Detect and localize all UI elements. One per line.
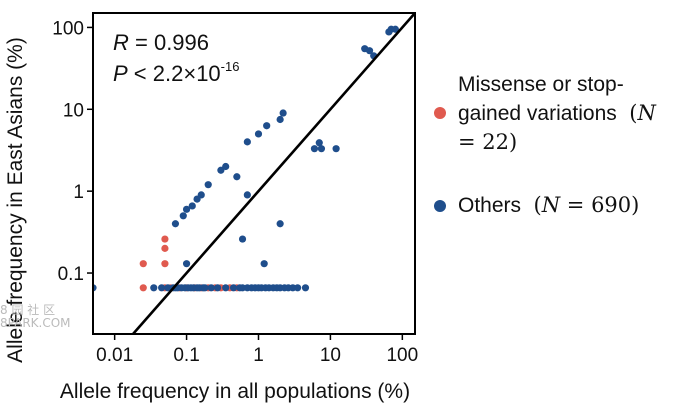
identity-line <box>132 13 415 334</box>
others-point <box>254 130 263 138</box>
others-point <box>213 284 222 292</box>
missense-point <box>161 244 169 252</box>
legend-marker-missense <box>434 107 446 119</box>
others-point <box>260 260 268 268</box>
legend-marker-others <box>434 200 446 212</box>
legend: Missense or stop-gained variations (N = … <box>430 70 670 270</box>
others-point <box>201 284 209 292</box>
x-tick-label: 10 <box>320 345 341 366</box>
others-point <box>233 173 241 181</box>
others-point <box>222 284 230 292</box>
others-point <box>188 202 196 210</box>
y-tick-label: 100 <box>52 18 84 39</box>
x-tick-label: 1 <box>253 345 264 366</box>
others-point <box>276 220 284 228</box>
others-point <box>222 162 230 171</box>
others-point <box>315 139 323 147</box>
legend-n-missense: N = 22 <box>458 101 656 154</box>
others-point <box>365 47 374 55</box>
plot-area: 0.01 0.1 1 10 100 0.1 1 10 100 R = 0.996 P < 2.2×1… <box>52 12 418 366</box>
others-point <box>276 115 284 124</box>
others-point <box>150 284 158 292</box>
missense-point <box>161 260 169 268</box>
others-point <box>279 109 287 117</box>
others-point <box>229 284 238 292</box>
x-axis-title: Allele frequency in all populations (%) <box>60 380 410 403</box>
watermark-line2: 8PARK.COM <box>0 316 71 330</box>
others-point <box>204 181 212 189</box>
plot-frame <box>92 12 416 335</box>
missense-point <box>139 284 147 292</box>
others-point <box>301 284 310 292</box>
r-value-annotation: R = 0.996 <box>113 30 209 55</box>
others-point <box>332 145 340 153</box>
y-axis-title: Allele frequency in East Asians (%) <box>4 37 27 363</box>
others-point <box>158 284 166 292</box>
y-tick-label: 10 <box>63 100 84 121</box>
missense-point <box>161 235 169 243</box>
watermark-line1: 8 园 社 区 <box>0 303 56 317</box>
others-point <box>197 191 205 199</box>
others-point <box>171 220 180 228</box>
p-value-annotation: P < 2.2×10-16 <box>113 59 239 86</box>
others-point <box>182 260 191 268</box>
legend-n-others: N = 690 <box>541 193 632 217</box>
others-point <box>207 284 215 292</box>
legend-label-missense: Missense or stop-gained variations (N = … <box>458 73 656 154</box>
x-tick-label: 0.01 <box>96 345 133 366</box>
others-point <box>310 145 319 153</box>
others-point <box>243 191 251 199</box>
others-point <box>294 284 302 292</box>
others-point <box>317 145 326 153</box>
others-point <box>238 235 247 243</box>
y-tick-label: 1 <box>73 182 84 203</box>
others-point <box>164 284 172 292</box>
others-point <box>263 122 271 130</box>
x-tick-label: 100 <box>386 345 418 366</box>
missense-point <box>139 260 147 268</box>
y-tick-label: 0.1 <box>58 264 84 285</box>
x-tick-label: 0.1 <box>173 345 199 366</box>
others-point <box>243 138 251 146</box>
watermark: 8 园 社 区 8PARK.COM <box>0 304 71 330</box>
others-point <box>179 212 187 220</box>
legend-label-others: Others (N = 690) <box>458 193 640 217</box>
others-point <box>391 25 399 33</box>
others-point <box>182 205 191 213</box>
